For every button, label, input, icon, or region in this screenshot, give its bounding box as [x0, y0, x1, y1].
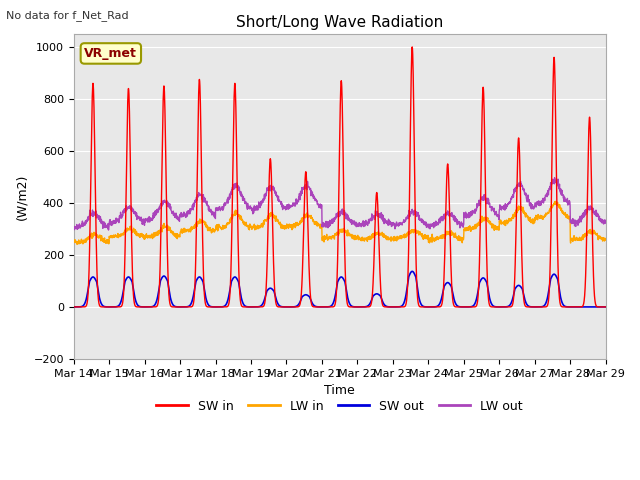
Text: No data for f_Net_Rad: No data for f_Net_Rad — [6, 10, 129, 21]
X-axis label: Time: Time — [324, 384, 355, 397]
Text: VR_met: VR_met — [84, 47, 138, 60]
Title: Short/Long Wave Radiation: Short/Long Wave Radiation — [236, 15, 444, 30]
Y-axis label: (W/m2): (W/m2) — [15, 173, 28, 220]
Legend: SW in, LW in, SW out, LW out: SW in, LW in, SW out, LW out — [151, 395, 528, 418]
